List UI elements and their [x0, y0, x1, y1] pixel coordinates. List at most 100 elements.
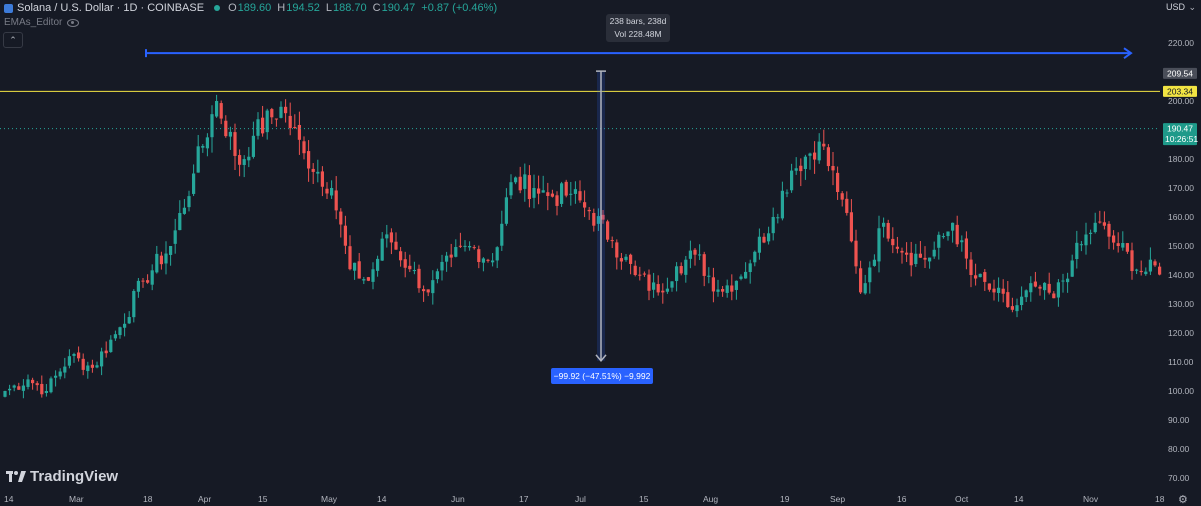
candle — [652, 272, 656, 298]
candle — [601, 209, 605, 224]
candle — [500, 210, 504, 251]
candle — [638, 266, 642, 281]
candle — [31, 377, 35, 390]
candle — [58, 368, 62, 380]
candle — [863, 274, 867, 295]
y-tick-label: 130.00 — [1168, 299, 1194, 309]
measure-tooltip-bars: 238 bars, 238d — [609, 16, 667, 26]
candle — [831, 152, 835, 186]
candle — [941, 233, 945, 239]
candle — [256, 112, 260, 140]
symbol-header: Solana / U.S. Dollar · 1D · COINBASE O 1… — [4, 1, 503, 15]
x-tick-label: 15 — [639, 494, 649, 504]
candle — [1079, 241, 1083, 252]
candle — [362, 276, 366, 285]
candle — [767, 226, 771, 245]
y-tick-label: 180.00 — [1168, 154, 1194, 164]
candle — [242, 155, 246, 178]
candle — [477, 245, 481, 269]
candle — [537, 175, 541, 205]
indicator-legend[interactable]: EMAs_Editor — [4, 17, 80, 28]
candle — [799, 158, 803, 187]
x-tick-label: 17 — [519, 494, 529, 504]
candle — [104, 341, 108, 358]
market-status-icon — [214, 5, 221, 11]
candle — [845, 191, 849, 216]
high-label: H — [277, 2, 286, 14]
arrow-line[interactable] — [145, 47, 1133, 59]
indicator-name[interactable]: EMAs_Editor — [4, 17, 63, 28]
candle — [629, 253, 633, 275]
candle — [1001, 279, 1005, 303]
candle — [992, 279, 996, 301]
symbol-title[interactable]: Solana / U.S. Dollar · 1D · COINBASE — [17, 2, 205, 14]
y-tick-label: 110.00 — [1168, 357, 1194, 367]
candle — [288, 102, 292, 136]
currency-selector[interactable]: USD ⌄ — [1163, 0, 1199, 14]
candle — [403, 251, 407, 278]
y-tick-label: 70.00 — [1168, 473, 1190, 483]
candle — [969, 252, 973, 288]
candle — [182, 199, 186, 215]
candle — [1061, 273, 1065, 293]
x-tick-label: 14 — [4, 494, 14, 504]
candle — [670, 281, 674, 292]
candle — [426, 289, 430, 297]
candle — [688, 240, 692, 269]
y-tick-label: 200.00 — [1168, 96, 1194, 106]
candle — [40, 375, 44, 398]
candle — [495, 246, 499, 269]
candle — [780, 181, 784, 221]
candle — [169, 245, 173, 266]
candle — [150, 264, 154, 291]
candle — [633, 260, 637, 277]
tradingview-logo[interactable]: TradingView — [6, 468, 118, 485]
candle — [1139, 260, 1143, 276]
eye-icon[interactable] — [67, 18, 80, 27]
tradingview-logo-icon — [6, 471, 26, 482]
price-axis[interactable]: 220.00210.00200.00190.00180.00170.00160.… — [1162, 0, 1201, 490]
candle — [905, 242, 909, 263]
candle — [445, 251, 449, 272]
x-tick-label: 15 — [258, 494, 268, 504]
x-tick-label: Mar — [69, 494, 84, 504]
candle — [900, 247, 904, 264]
candle — [431, 270, 435, 305]
candle — [974, 263, 978, 286]
y-tick-label: 120.00 — [1168, 328, 1194, 338]
currency-label: USD — [1166, 2, 1186, 12]
candle — [12, 384, 16, 392]
candle — [100, 347, 104, 376]
solana-icon — [4, 3, 13, 13]
time-axis[interactable]: 14 Mar 18 Apr 15 May 14 Jun 17 Jul 15 Aug 19 Sep 16 Oct… — [0, 490, 1201, 505]
collapse-legend-button[interactable]: ⌃ — [3, 32, 23, 48]
candle — [955, 215, 959, 248]
candle — [813, 141, 817, 174]
candle — [1135, 268, 1139, 275]
y-tick-label: 140.00 — [1168, 270, 1194, 280]
candle — [877, 215, 881, 273]
y-tick-label: 160.00 — [1168, 212, 1194, 222]
candle — [1107, 221, 1111, 250]
candle — [817, 133, 821, 164]
candle — [320, 166, 324, 197]
candle — [803, 154, 807, 180]
candle — [233, 123, 237, 170]
candle — [836, 166, 840, 200]
price-label-text: 203.34 — [1167, 86, 1193, 96]
candle — [1116, 232, 1120, 253]
candle — [1102, 211, 1106, 230]
candle — [343, 215, 347, 255]
measure-tool[interactable] — [595, 70, 607, 363]
candle — [408, 254, 412, 273]
high-value: 194.52 — [286, 2, 320, 14]
close-label: C — [372, 2, 381, 14]
candle — [1075, 230, 1079, 269]
y-tick-label: 220.00 — [1168, 38, 1194, 48]
x-tick-label: 16 — [897, 494, 907, 504]
settings-icon[interactable]: ⚙ — [1178, 494, 1188, 506]
x-tick-label: Sep — [830, 494, 845, 504]
candle — [790, 163, 794, 193]
candle — [1070, 254, 1074, 277]
